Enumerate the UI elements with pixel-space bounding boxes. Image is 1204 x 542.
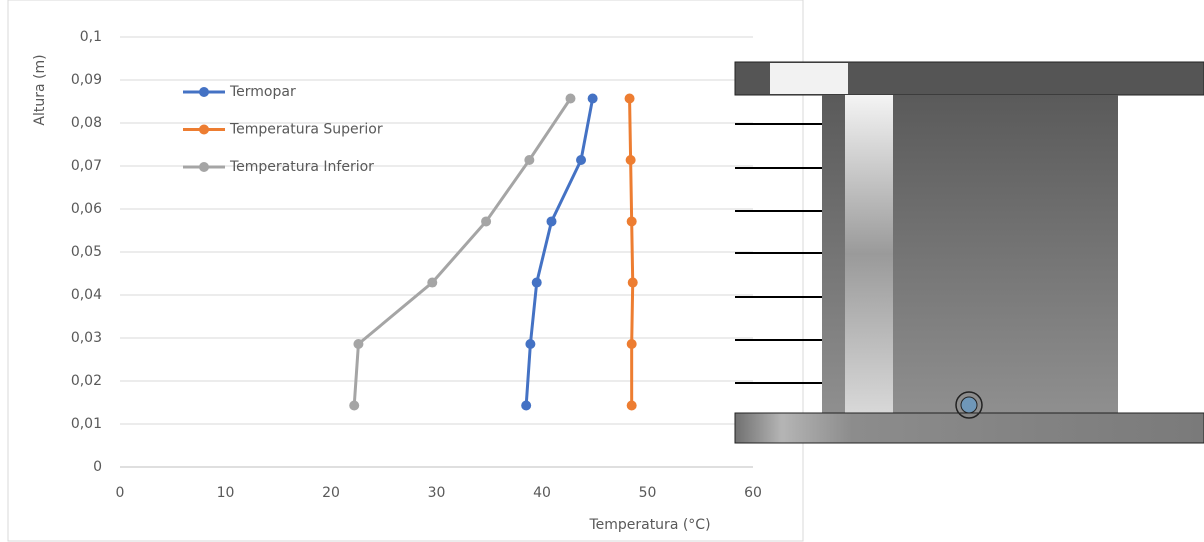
point [565,93,576,104]
series-line [524,98,595,406]
legend-marker [199,87,209,97]
y-tick-label: 0,03 [71,330,102,346]
chart-frame [7,0,804,542]
x-tick-label: 0 [116,485,125,501]
point [627,277,638,288]
point [349,400,360,411]
y-tick-label: 0,02 [71,373,102,389]
series-line [352,97,572,406]
legend-label: Temperatura Superior [229,122,383,138]
y-tick-label: 0,01 [71,416,102,432]
heater [960,396,978,414]
x-tick-label: 10 [217,485,235,501]
point [427,277,438,288]
legend-marker [199,124,209,135]
point [626,339,637,350]
y-tick-label: 0,04 [71,287,102,303]
y-tick-label: 0,05 [71,244,102,260]
point [525,339,536,350]
legend-label: Termopar [229,84,296,100]
x-tick-label: 20 [322,485,340,501]
point [481,216,492,227]
x-axis-title: Temperatura (°C) [588,517,710,533]
y-tick-label: 0,07 [71,158,102,174]
point [576,154,587,165]
x-tick-label: 60 [744,485,762,501]
point [546,216,557,227]
series-line [628,98,635,406]
top-highlight [770,63,848,94]
x-tick-label: 50 [639,485,657,501]
point [531,277,542,288]
point [625,154,636,165]
point [626,216,637,227]
legend-label: Temperatura Inferior [229,159,374,175]
y-tick-label: 0 [93,459,102,475]
point [521,400,532,411]
tank-strip [845,95,893,413]
x-tick-label: 40 [533,485,551,501]
y-tick-label: 0,06 [71,201,102,217]
y-tick-label: 0,08 [71,115,102,131]
y-tick-label: 0,09 [71,72,102,88]
point [624,93,635,104]
heater-ring [955,391,983,419]
x-tick-label: 30 [428,485,446,501]
sensor-lines [735,123,822,384]
point [524,154,535,165]
point [626,400,637,411]
y-tick-label: 0,1 [80,29,102,45]
legend-marker [199,162,209,172]
point [587,93,598,104]
y-axis-title: Altura (m) [32,54,48,125]
point [353,339,364,350]
tank-schematic [734,61,1204,444]
